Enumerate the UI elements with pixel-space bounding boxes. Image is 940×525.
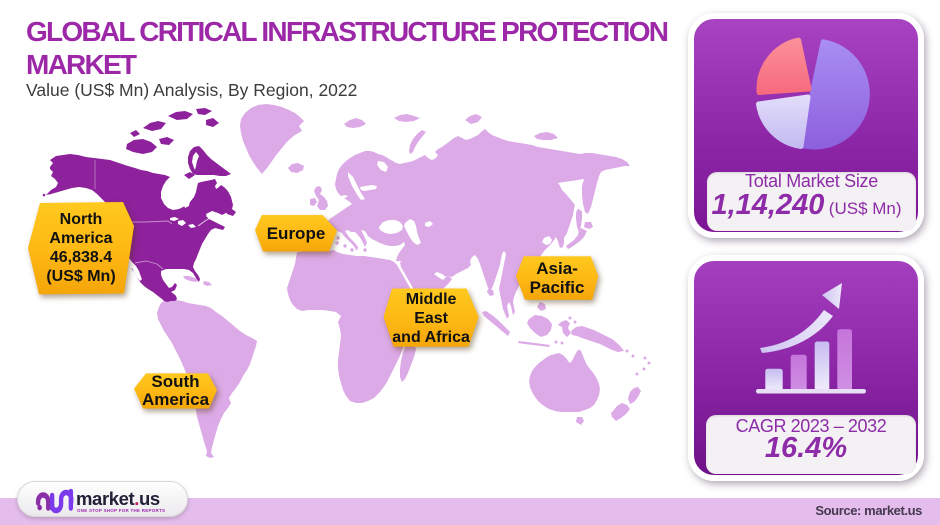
svg-text:ONE STOP SHOP FOR THE REPORTS: ONE STOP SHOP FOR THE REPORTS bbox=[77, 508, 165, 513]
svg-text:market.us: market.us bbox=[76, 488, 160, 509]
